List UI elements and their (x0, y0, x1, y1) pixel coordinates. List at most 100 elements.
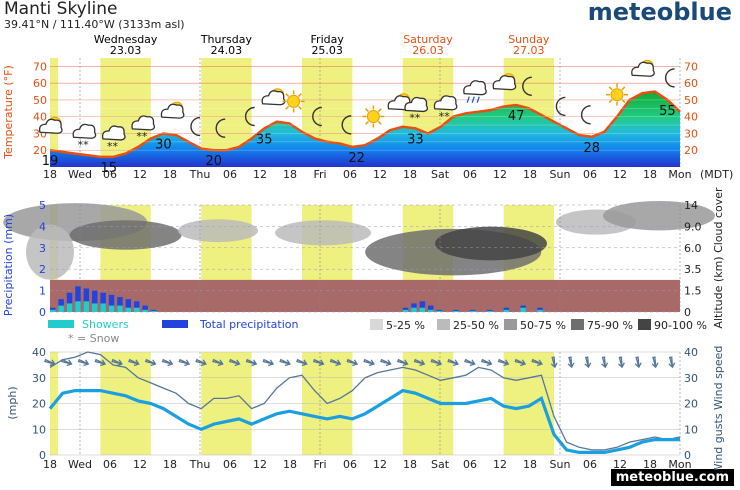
sun-disc (610, 88, 624, 102)
showers-bar (419, 307, 426, 312)
sun-ray (621, 99, 626, 104)
cloud-legend-swatch (437, 319, 450, 330)
sun-ray (298, 93, 302, 97)
temperature-line (49, 90, 681, 159)
showers-bar (486, 310, 493, 312)
temp-extreme-label: 33 (407, 132, 424, 147)
arrow-shape (178, 358, 191, 367)
showers-bar (134, 307, 140, 312)
arrow-shape (567, 356, 575, 369)
temp-extreme-label: 35 (256, 132, 273, 147)
total-precip-bar (108, 294, 115, 312)
cloud-shape (72, 123, 97, 139)
wind-direction-arrow (245, 358, 258, 367)
moon-icon (341, 115, 352, 135)
tick-time: 06 (583, 168, 597, 181)
moon-icon (555, 96, 566, 117)
day-date: 26.03 (412, 44, 444, 57)
wind-direction-arrow (550, 356, 558, 369)
cloud-snow-icon: ** (101, 125, 126, 153)
arrow-shape (279, 358, 291, 367)
altitude-tick-right: 9.0 (684, 220, 702, 233)
cloud-legend-swatch (638, 319, 651, 330)
moon-icon (522, 76, 532, 97)
footer-logo[interactable]: meteoblue.com (610, 469, 734, 486)
moon-icon (244, 106, 255, 127)
showers-bar (108, 305, 115, 312)
moon-icon (312, 106, 322, 127)
tick-time: Fri (313, 458, 326, 470)
timezone-label: (MDT) (700, 168, 733, 181)
moon-shape (664, 68, 675, 88)
sun-icon (282, 90, 305, 113)
wind-direction-arrow (396, 358, 409, 367)
wind-axis-label: (mph) (6, 386, 19, 419)
daylight-band (50, 58, 58, 167)
altitude-tick-right: 1.5 (684, 285, 702, 298)
cloud-shape (463, 80, 487, 96)
cloud-legend-swatch (504, 319, 517, 330)
tick-time: 18 (643, 458, 657, 470)
arrow-shape (531, 358, 543, 367)
wind-direction-arrow (195, 358, 207, 367)
showers-bar (66, 303, 73, 312)
tick-time: 18 (403, 458, 417, 470)
total-precip-bar (428, 305, 434, 312)
tick-time: 12 (613, 168, 627, 181)
wind-direction-arrow (447, 358, 459, 367)
tick-time: 18 (643, 168, 657, 181)
cloud-legend-swatch (571, 319, 584, 330)
cloud-legend-label: 5-25 % (386, 319, 425, 332)
tick-time: 18 (523, 168, 537, 181)
snow-note: * = Snow (68, 332, 119, 345)
arrow-shape (363, 358, 375, 367)
cloud-snow-icon: ** (72, 123, 97, 151)
showers-bar (117, 305, 123, 312)
showers-bar (75, 301, 81, 312)
sun-icon (606, 83, 628, 106)
altitude-axis-label: Altitude (km) Cloud cover (712, 187, 725, 329)
day-date: 25.03 (311, 44, 343, 57)
wind-direction-arrow (111, 358, 123, 367)
temp-extreme-label: 30 (155, 137, 172, 152)
tick-time: Thu (189, 458, 211, 470)
wind-direction-arrow (44, 358, 56, 367)
total-precip-bar (142, 305, 148, 312)
temp-extreme-label: 22 (348, 151, 365, 166)
sun-cloud-icon (261, 88, 286, 106)
wind-tick-left: 20 (32, 398, 46, 411)
moon-shape (580, 105, 591, 125)
tick-time: 12 (613, 458, 627, 470)
day-name: Wednesday (94, 33, 158, 46)
snow-mark: ** (78, 138, 90, 151)
temp-extreme-label: 47 (508, 109, 525, 124)
arrow-shape (128, 358, 140, 367)
wind-direction-arrow (531, 358, 543, 367)
rain-drop (476, 96, 480, 103)
wind-speed-line (48, 388, 680, 454)
moon-shape (522, 76, 532, 97)
cloud-shape (131, 115, 156, 131)
wind-direction-arrow (262, 358, 275, 367)
temp-extreme-label: 15 (101, 161, 118, 176)
arrow-shape (111, 358, 123, 367)
snow-mark: ** (409, 111, 421, 124)
wind-tick-right: 10 (684, 423, 698, 436)
wind-direction-arrow (228, 358, 241, 367)
arrow-shape (44, 358, 56, 367)
tick-time: Mon (668, 458, 691, 470)
tick-time: Fri (313, 168, 326, 181)
showers-bar (83, 301, 90, 312)
arrow-shape (329, 358, 342, 367)
sun-ray (377, 108, 382, 113)
tick-time: Sun (550, 458, 571, 470)
day-name: Sunday (508, 33, 550, 46)
moon-shape (190, 116, 201, 137)
precip-axis-label: Precipitation (mm) (2, 214, 15, 316)
day-date: 27.03 (513, 44, 545, 57)
showers-bar (402, 309, 409, 312)
cloud-cover-blob (26, 224, 74, 280)
meteoblue-logo[interactable]: meteoblue (587, 0, 732, 26)
altitude-tick-right: 14 (684, 199, 698, 212)
arrow-shape (514, 358, 527, 367)
